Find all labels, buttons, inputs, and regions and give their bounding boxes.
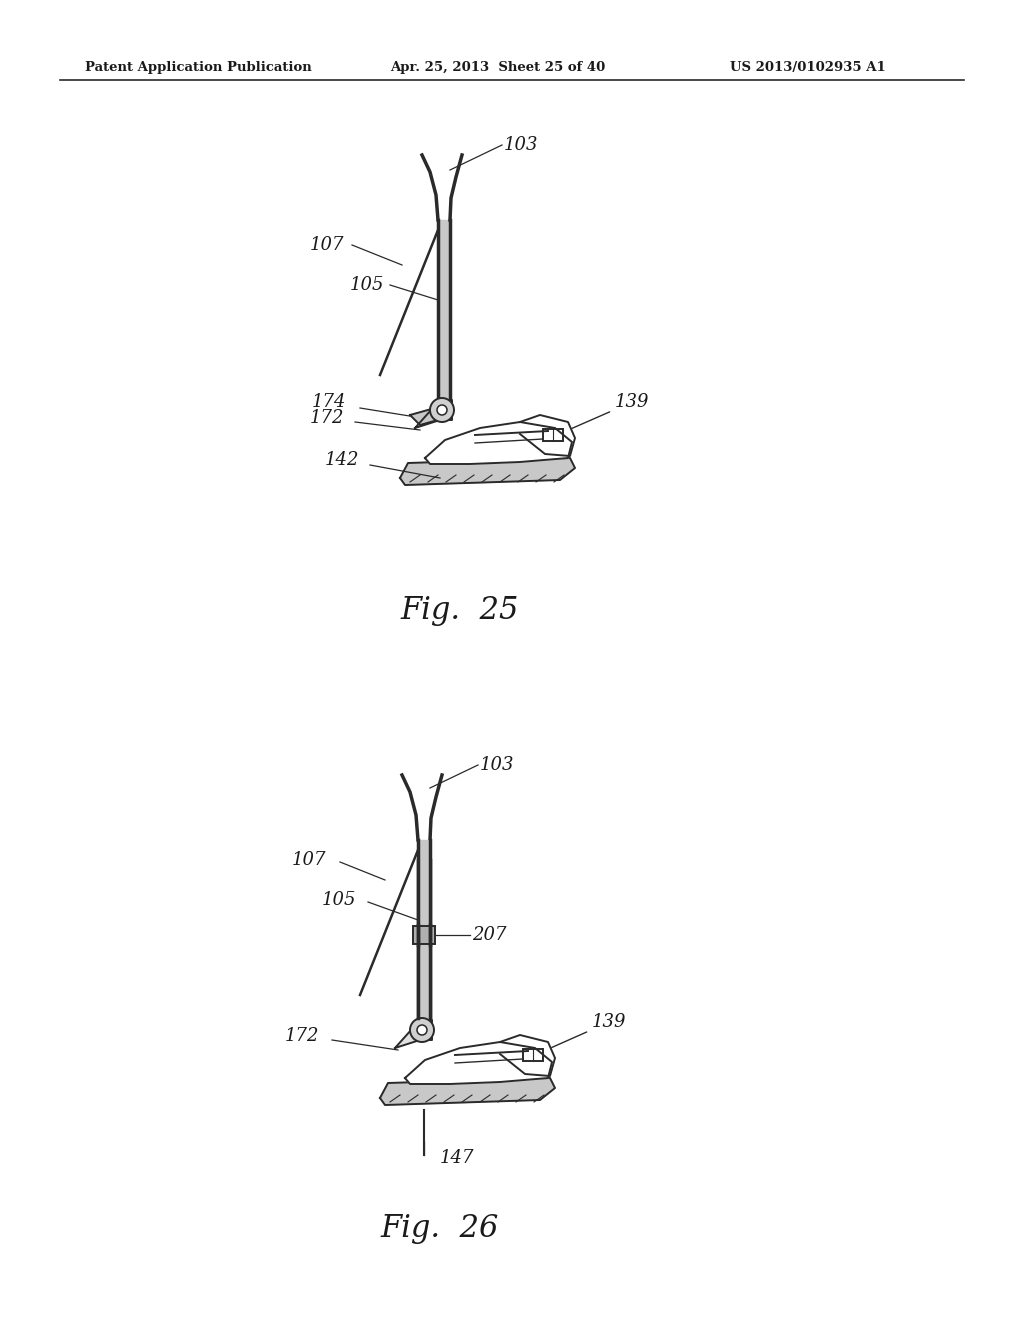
Text: 103: 103 <box>480 756 514 774</box>
Text: Fig.  26: Fig. 26 <box>381 1213 499 1243</box>
Text: 207: 207 <box>472 927 507 944</box>
Text: 103: 103 <box>504 136 539 154</box>
Polygon shape <box>415 400 452 428</box>
Text: 147: 147 <box>440 1148 474 1167</box>
Polygon shape <box>380 1078 555 1105</box>
Text: 139: 139 <box>531 1012 627 1056</box>
Polygon shape <box>400 458 575 484</box>
Text: 139: 139 <box>554 393 649 437</box>
Text: 107: 107 <box>310 236 344 253</box>
Text: Patent Application Publication: Patent Application Publication <box>85 62 311 74</box>
Bar <box>543 429 563 441</box>
Text: 142: 142 <box>325 451 359 469</box>
Text: 105: 105 <box>322 891 356 909</box>
Text: 172: 172 <box>310 409 344 426</box>
Polygon shape <box>410 408 445 425</box>
Text: 107: 107 <box>292 851 327 869</box>
Text: US 2013/0102935 A1: US 2013/0102935 A1 <box>730 62 886 74</box>
Ellipse shape <box>430 399 454 422</box>
Polygon shape <box>395 1020 432 1048</box>
Ellipse shape <box>410 1018 434 1041</box>
Text: 105: 105 <box>350 276 384 294</box>
Ellipse shape <box>437 405 447 414</box>
Text: Apr. 25, 2013  Sheet 25 of 40: Apr. 25, 2013 Sheet 25 of 40 <box>390 62 605 74</box>
Text: 174: 174 <box>312 393 346 411</box>
Polygon shape <box>425 422 572 465</box>
Polygon shape <box>520 414 575 455</box>
Bar <box>523 1049 543 1061</box>
FancyBboxPatch shape <box>413 927 435 944</box>
Ellipse shape <box>417 1026 427 1035</box>
Text: 172: 172 <box>285 1027 319 1045</box>
Polygon shape <box>500 1035 555 1076</box>
Polygon shape <box>406 1041 552 1084</box>
Text: Fig.  25: Fig. 25 <box>400 594 519 626</box>
